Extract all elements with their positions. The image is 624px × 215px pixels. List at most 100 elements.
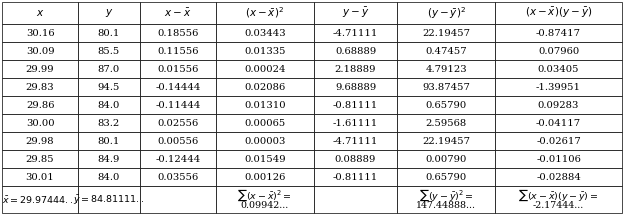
Text: $\bar{x}=29.97444...$: $\bar{x}=29.97444...$ (2, 194, 78, 205)
Bar (78, 132, 140, 150)
Text: 0.00003: 0.00003 (244, 137, 286, 146)
Text: 0.01549: 0.01549 (244, 155, 286, 163)
Bar (2, 96, 78, 114)
Text: 30.16: 30.16 (26, 29, 54, 37)
Bar (140, 96, 216, 114)
Bar (216, 24, 314, 42)
Text: -4.71111: -4.71111 (333, 137, 378, 146)
Text: -2.17444...: -2.17444... (533, 201, 584, 210)
Text: 0.11556: 0.11556 (157, 46, 198, 55)
Text: 30.00: 30.00 (26, 118, 54, 127)
Bar (397, 2, 495, 24)
Text: 0.03405: 0.03405 (538, 64, 579, 74)
Text: 22.19457: 22.19457 (422, 137, 470, 146)
Bar (314, 168, 397, 186)
Bar (495, 150, 622, 168)
Text: $\sum(y-\bar{y})^2 =$: $\sum(y-\bar{y})^2 =$ (419, 188, 474, 203)
Text: 0.18556: 0.18556 (157, 29, 198, 37)
Bar (314, 150, 397, 168)
Bar (495, 114, 622, 132)
Text: $\sum(x-\bar{x})(y-\bar{y}) =$: $\sum(x-\bar{x})(y-\bar{y}) =$ (519, 188, 599, 203)
Bar (216, 168, 314, 186)
Bar (140, 114, 216, 132)
Bar (495, 132, 622, 150)
Bar (314, 2, 397, 24)
Bar (2, 168, 78, 186)
Text: -0.12444: -0.12444 (155, 155, 200, 163)
Bar (216, 186, 314, 213)
Bar (397, 186, 495, 213)
Bar (397, 60, 495, 78)
Text: $\sum(x-\bar{x})^2 =$: $\sum(x-\bar{x})^2 =$ (238, 188, 292, 203)
Text: 29.83: 29.83 (26, 83, 54, 92)
Text: 0.00024: 0.00024 (244, 64, 286, 74)
Bar (2, 78, 78, 96)
Bar (495, 168, 622, 186)
Text: 0.09283: 0.09283 (538, 100, 579, 109)
Text: 29.85: 29.85 (26, 155, 54, 163)
Bar (78, 2, 140, 24)
Bar (495, 42, 622, 60)
Text: -0.02617: -0.02617 (536, 137, 581, 146)
Text: 0.65790: 0.65790 (426, 100, 467, 109)
Bar (314, 42, 397, 60)
Text: -0.81111: -0.81111 (333, 172, 378, 181)
Text: -0.01106: -0.01106 (536, 155, 581, 163)
Bar (397, 114, 495, 132)
Bar (495, 24, 622, 42)
Bar (495, 78, 622, 96)
Text: 29.98: 29.98 (26, 137, 54, 146)
Bar (216, 114, 314, 132)
Text: 0.02556: 0.02556 (157, 118, 198, 127)
Text: 0.03443: 0.03443 (244, 29, 286, 37)
Text: 0.47457: 0.47457 (426, 46, 467, 55)
Bar (216, 60, 314, 78)
Text: 4.79123: 4.79123 (426, 64, 467, 74)
Bar (78, 114, 140, 132)
Text: 0.03556: 0.03556 (157, 172, 198, 181)
Text: $y-\bar{y}$: $y-\bar{y}$ (342, 6, 369, 20)
Bar (78, 96, 140, 114)
Text: 0.02086: 0.02086 (244, 83, 286, 92)
Text: 80.1: 80.1 (98, 29, 120, 37)
Bar (397, 78, 495, 96)
Text: 22.19457: 22.19457 (422, 29, 470, 37)
Bar (216, 2, 314, 24)
Bar (2, 24, 78, 42)
Bar (216, 150, 314, 168)
Bar (314, 24, 397, 42)
Bar (78, 60, 140, 78)
Text: -0.11444: -0.11444 (155, 100, 200, 109)
Bar (78, 168, 140, 186)
Text: -0.81111: -0.81111 (333, 100, 378, 109)
Bar (140, 78, 216, 96)
Bar (314, 96, 397, 114)
Bar (2, 2, 78, 24)
Text: $(x-\bar{x})^2$: $(x-\bar{x})^2$ (245, 6, 285, 20)
Text: 87.0: 87.0 (98, 64, 120, 74)
Bar (78, 78, 140, 96)
Text: 0.01556: 0.01556 (157, 64, 198, 74)
Bar (2, 114, 78, 132)
Text: 147.44888...: 147.44888... (416, 201, 476, 210)
Bar (2, 186, 78, 213)
Bar (140, 150, 216, 168)
Text: -1.39951: -1.39951 (536, 83, 581, 92)
Bar (216, 132, 314, 150)
Text: $x-\bar{x}$: $x-\bar{x}$ (164, 7, 192, 19)
Text: 2.59568: 2.59568 (426, 118, 467, 127)
Text: 84.0: 84.0 (98, 100, 120, 109)
Text: $y$: $y$ (105, 7, 113, 19)
Text: 0.07960: 0.07960 (538, 46, 579, 55)
Bar (140, 132, 216, 150)
Text: 0.09942...: 0.09942... (241, 201, 289, 210)
Bar (78, 186, 140, 213)
Bar (495, 2, 622, 24)
Text: -0.14444: -0.14444 (155, 83, 200, 92)
Text: $(y-\bar{y})^2$: $(y-\bar{y})^2$ (427, 5, 466, 21)
Text: -0.87417: -0.87417 (536, 29, 581, 37)
Text: 93.87457: 93.87457 (422, 83, 470, 92)
Text: 80.1: 80.1 (98, 137, 120, 146)
Text: 0.65790: 0.65790 (426, 172, 467, 181)
Text: 30.01: 30.01 (26, 172, 54, 181)
